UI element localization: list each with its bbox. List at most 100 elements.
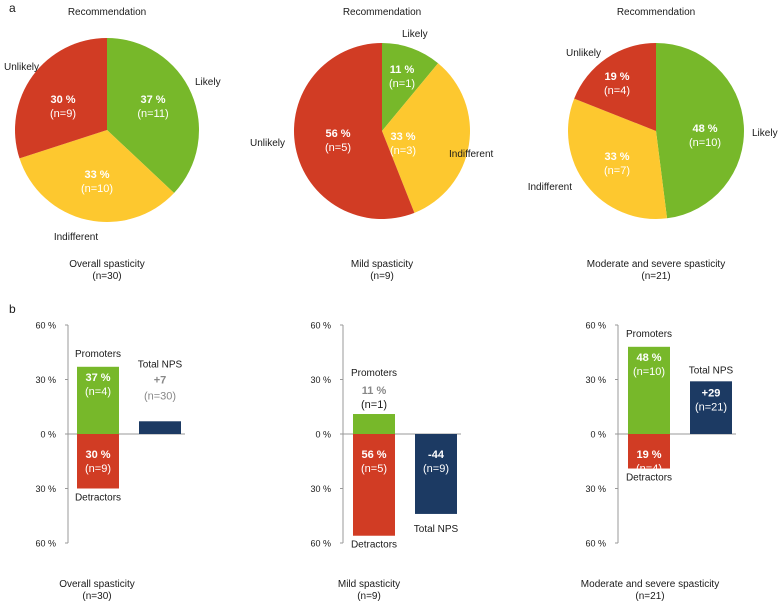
promoters-label: Promoters: [626, 329, 672, 340]
pie-slice-label: Indifferent: [54, 232, 99, 243]
y-tick-label: 60 %: [35, 539, 56, 549]
pie-slice-count: (n=1): [389, 78, 415, 90]
pie-slice-label: Likely: [195, 77, 221, 88]
pie-slice-percent: 19 %: [604, 71, 629, 83]
y-tick-label: 30 %: [585, 484, 606, 494]
pie-slice-count: (n=9): [50, 108, 76, 120]
pie-slice-label: Indifferent: [449, 149, 494, 160]
pie-slice-label: Unlikely: [4, 62, 39, 73]
pie-slice-count: (n=10): [689, 137, 721, 149]
detractors-bar: [353, 434, 395, 536]
y-tick-label: 30 %: [310, 375, 331, 385]
y-tick-label: 60 %: [585, 321, 606, 331]
bar-caption-n: (n=21): [635, 591, 664, 602]
nps-count: (n=21): [695, 401, 727, 413]
pie-slice-percent: 33 %: [390, 131, 415, 143]
pie-slice-percent: 33 %: [84, 169, 109, 181]
bar-caption-n: (n=9): [357, 591, 381, 602]
promoters-count: (n=4): [85, 386, 111, 398]
bar-caption: Overall spasticity: [59, 579, 135, 590]
detractors-count: (n=4): [636, 463, 662, 475]
promoters-percent: 48 %: [636, 352, 661, 364]
pie-caption-n: (n=21): [641, 271, 670, 282]
promoters-percent: 37 %: [85, 372, 110, 384]
pie-caption: Moderate and severe spasticity: [587, 259, 725, 270]
y-tick-label: 30 %: [585, 375, 606, 385]
bar-caption-n: (n=30): [82, 591, 111, 602]
pie-slice-label: Unlikely: [250, 138, 285, 149]
nps-value: +7: [154, 374, 167, 386]
pie-caption: Mild spasticity: [351, 259, 413, 270]
detractors-label: Detractors: [351, 540, 397, 551]
y-tick-label: 30 %: [35, 375, 56, 385]
pie-caption-n: (n=30): [92, 271, 121, 282]
promoters-count: (n=1): [361, 399, 387, 411]
panel-b-label: b: [9, 302, 16, 316]
promoters-bar: [77, 366, 119, 434]
pie-slice-unlikely: [14, 38, 108, 159]
pie-slice-indifferent: [382, 63, 471, 213]
pie-slice-label: Likely: [402, 29, 428, 40]
pie-slice-percent: 30 %: [50, 94, 75, 106]
nps-value: -44: [428, 449, 445, 461]
promoters-label: Promoters: [351, 368, 397, 379]
pie-slice-count: (n=7): [604, 165, 630, 177]
pie-slice-indifferent: [19, 130, 175, 222]
promoters-bar: [353, 414, 395, 434]
y-tick-label: 0 %: [40, 430, 56, 440]
y-tick-label: 0 %: [590, 430, 606, 440]
pie-slice-count: (n=5): [325, 142, 351, 154]
nps-value: +29: [702, 387, 721, 399]
panel-a-label: a: [9, 1, 16, 15]
nps-label: Total NPS: [689, 365, 734, 376]
nps-bar: [690, 381, 732, 434]
pie-slice-percent: 48 %: [692, 123, 717, 135]
pie-slice-unlikely: [574, 43, 656, 131]
promoters-count: (n=10): [633, 366, 665, 378]
pie-title: Recommendation: [617, 7, 695, 18]
y-tick-label: 60 %: [585, 539, 606, 549]
y-tick-label: 60 %: [310, 539, 331, 549]
pie-slice-percent: 33 %: [604, 151, 629, 163]
detractors-bar: [628, 434, 670, 469]
nps-label: Total NPS: [414, 524, 459, 535]
y-tick-label: 0 %: [315, 430, 331, 440]
nps-label: Total NPS: [138, 359, 183, 370]
pie-slice-count: (n=10): [81, 183, 113, 195]
pie-slice-percent: 11 %: [390, 64, 415, 76]
pie-slice-likely: [107, 38, 199, 193]
nps-bar: [139, 421, 181, 434]
bar-caption: Moderate and severe spasticity: [581, 579, 719, 590]
pie-slice-likely: [382, 43, 439, 131]
y-tick-label: 60 %: [310, 321, 331, 331]
nps-bar: [415, 434, 457, 514]
pie-caption-n: (n=9): [370, 271, 394, 282]
y-tick-label: 30 %: [35, 484, 56, 494]
promoters-percent: 11 %: [362, 385, 387, 397]
pie-slice-indifferent: [568, 98, 668, 219]
pie-slice-percent: 37 %: [140, 94, 165, 106]
detractors-count: (n=5): [361, 463, 387, 475]
detractors-percent: 56 %: [361, 449, 386, 461]
detractors-percent: 19 %: [636, 449, 661, 461]
pie-slice-label: Likely: [752, 128, 778, 139]
detractors-bar: [77, 434, 119, 489]
detractors-count: (n=9): [85, 463, 111, 475]
pie-slice-label: Unlikely: [566, 48, 601, 59]
pie-slice-percent: 56 %: [325, 128, 350, 140]
pie-title: Recommendation: [68, 7, 146, 18]
detractors-percent: 30 %: [85, 449, 110, 461]
pie-slice-likely: [656, 43, 744, 219]
pie-slice-count: (n=3): [390, 145, 416, 157]
promoters-label: Promoters: [75, 349, 121, 360]
detractors-label: Detractors: [626, 473, 672, 484]
y-tick-label: 30 %: [310, 484, 331, 494]
pie-slice-label: Indifferent: [528, 182, 573, 193]
nps-count: (n=9): [423, 463, 449, 475]
detractors-label: Detractors: [75, 493, 121, 504]
pie-slice-count: (n=4): [604, 85, 630, 97]
pie-caption: Overall spasticity: [69, 259, 145, 270]
bar-caption: Mild spasticity: [338, 579, 400, 590]
pie-slice-unlikely: [294, 43, 415, 220]
